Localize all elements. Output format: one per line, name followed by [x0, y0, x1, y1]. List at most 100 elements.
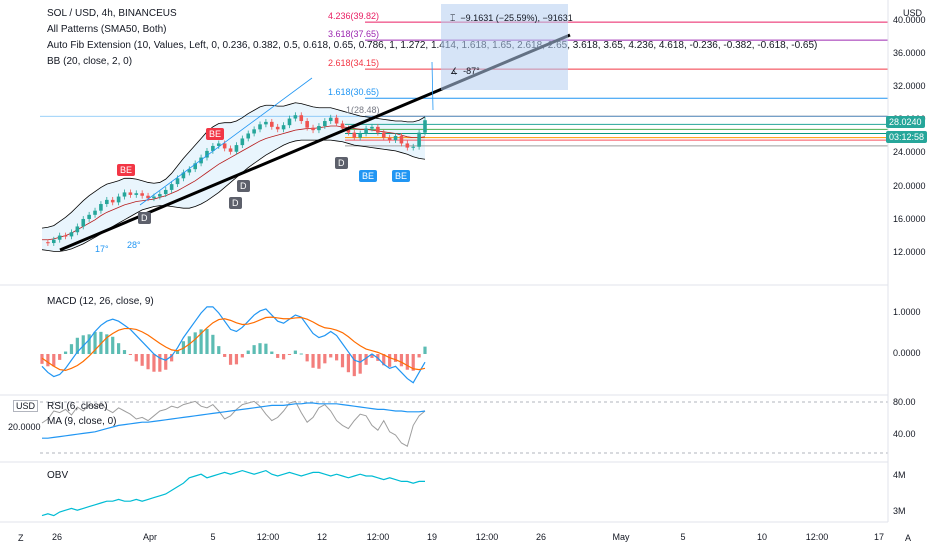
candle-body — [305, 121, 309, 128]
candle-body — [134, 193, 139, 195]
macd-histogram-bar — [293, 350, 297, 354]
rsi-legend[interactable]: RSI (6, close) — [47, 401, 108, 412]
macd-histogram-bar — [63, 351, 68, 354]
fib-level-label: 2.618(34.15) — [328, 58, 380, 69]
pattern-marker[interactable]: BE — [359, 170, 378, 182]
macd-histogram-bar — [364, 354, 368, 365]
candle-body — [181, 172, 186, 179]
candle-body — [211, 145, 215, 151]
pattern-marker[interactable]: D — [335, 157, 348, 169]
candle-body — [252, 129, 256, 134]
candle-body — [110, 199, 115, 203]
pattern-marker[interactable]: BE — [117, 164, 136, 176]
candle-body — [87, 214, 91, 219]
rsi-ma-line — [42, 402, 426, 439]
candle-body — [240, 138, 245, 146]
macd-histogram-bar — [240, 354, 244, 358]
fib-level-label: 3.618(37.65) — [328, 29, 380, 40]
bb-legend[interactable]: BB (20, close, 2, 0) — [47, 56, 133, 67]
macd-histogram-bar — [158, 354, 162, 372]
candle-body — [216, 143, 221, 146]
macd-histogram-bar — [311, 354, 315, 368]
candle-body — [93, 210, 97, 215]
macd-histogram-bar — [340, 354, 345, 368]
x-tick-label: 12:00 — [366, 532, 390, 542]
candle-body — [169, 184, 174, 190]
candle-body — [158, 194, 162, 197]
pattern-marker[interactable]: D — [229, 197, 242, 209]
pattern-marker[interactable]: D — [237, 180, 250, 192]
measure-angle-text: ∡ -87° — [450, 66, 480, 77]
angle-label-2: 28° — [127, 240, 141, 250]
candle-body — [417, 132, 421, 147]
symbol-legend[interactable]: SOL / USD, 4h, BINANCEUS — [47, 8, 177, 19]
obv-tick-label: 4M — [893, 470, 906, 480]
candle-body — [387, 137, 392, 141]
macd-histogram-bar — [117, 343, 121, 354]
macd-histogram-bar — [370, 354, 374, 358]
candle-body — [228, 148, 233, 152]
macd-histogram-bar — [75, 337, 79, 354]
candle-body — [205, 150, 209, 158]
pattern-marker[interactable]: D — [138, 212, 151, 224]
macd-histogram-bar — [146, 354, 150, 370]
macd-histogram-bar — [69, 344, 74, 354]
macd-histogram-bar — [352, 354, 356, 377]
macd-histogram-bar — [164, 354, 168, 370]
bb-basis-line — [42, 125, 426, 241]
candle-body — [376, 126, 380, 133]
pattern-marker[interactable]: BE — [206, 128, 225, 140]
obv-legend[interactable]: OBV — [47, 470, 69, 481]
channel-line — [139, 77, 313, 206]
macd-histogram-bar — [52, 354, 56, 367]
bb-upper-line — [41, 102, 426, 229]
candle-body — [128, 192, 133, 195]
x-tick-label: 12 — [316, 532, 328, 542]
macd-histogram-bar — [299, 353, 303, 355]
measure-tooltip — [441, 4, 568, 90]
macd-histogram-bar — [134, 354, 138, 362]
candle-body — [234, 145, 239, 152]
candle-body — [381, 132, 386, 138]
price-tick-label: 16.0000 — [893, 213, 926, 224]
macd-histogram-bar — [346, 354, 350, 373]
candle-body — [411, 146, 416, 148]
macd-histogram-bar — [399, 354, 404, 367]
macd-histogram-bar — [46, 354, 50, 367]
macd-histogram-bar — [305, 354, 309, 362]
currency-label[interactable]: USD — [903, 8, 923, 18]
rsi-tick-label: 80.00 — [893, 397, 916, 407]
macd-histogram-bar — [228, 354, 233, 365]
candle-body — [399, 135, 404, 144]
candle-body — [328, 117, 333, 122]
candle-body — [270, 121, 274, 127]
macd-histogram-bar — [335, 354, 339, 361]
fib-legend[interactable]: Auto Fib Extension (10, Values, Left, 0,… — [47, 40, 818, 51]
x-tick-label: 5 — [680, 532, 686, 542]
macd-histogram-bar — [252, 345, 256, 354]
candle-body — [105, 199, 109, 205]
left-currency-label[interactable]: USD — [13, 400, 39, 412]
candle-body — [199, 157, 203, 164]
rsi-ma-legend[interactable]: MA (9, close, 0) — [47, 416, 117, 427]
auto-scale-button[interactable]: A — [905, 533, 912, 543]
pattern-marker[interactable]: BE — [392, 170, 411, 182]
macd-legend[interactable]: MACD (12, 26, close, 9) — [47, 296, 154, 307]
macd-histogram-bar — [317, 354, 321, 369]
patterns-legend[interactable]: All Patterns (SMA50, Both) — [47, 24, 167, 35]
candle-body — [57, 235, 62, 240]
zoom-button[interactable]: Z — [18, 533, 24, 543]
range-value: −9.1631 (−25.59%), −91631 — [460, 13, 573, 23]
candle-body — [140, 193, 144, 196]
rsi-series — [40, 400, 888, 454]
fib-levels — [40, 21, 888, 147]
macd-histogram-bar — [270, 351, 274, 354]
macd-histogram-bar — [358, 354, 362, 374]
macd-histogram-bar — [223, 354, 227, 357]
macd-histogram-bar — [187, 336, 191, 354]
candle-body — [116, 196, 121, 203]
price-tick-label: 40.0000 — [893, 14, 926, 25]
rsi-line — [41, 400, 426, 447]
angle-value: -87° — [463, 66, 480, 76]
fib-level-label: 4.236(39.82) — [328, 11, 380, 22]
